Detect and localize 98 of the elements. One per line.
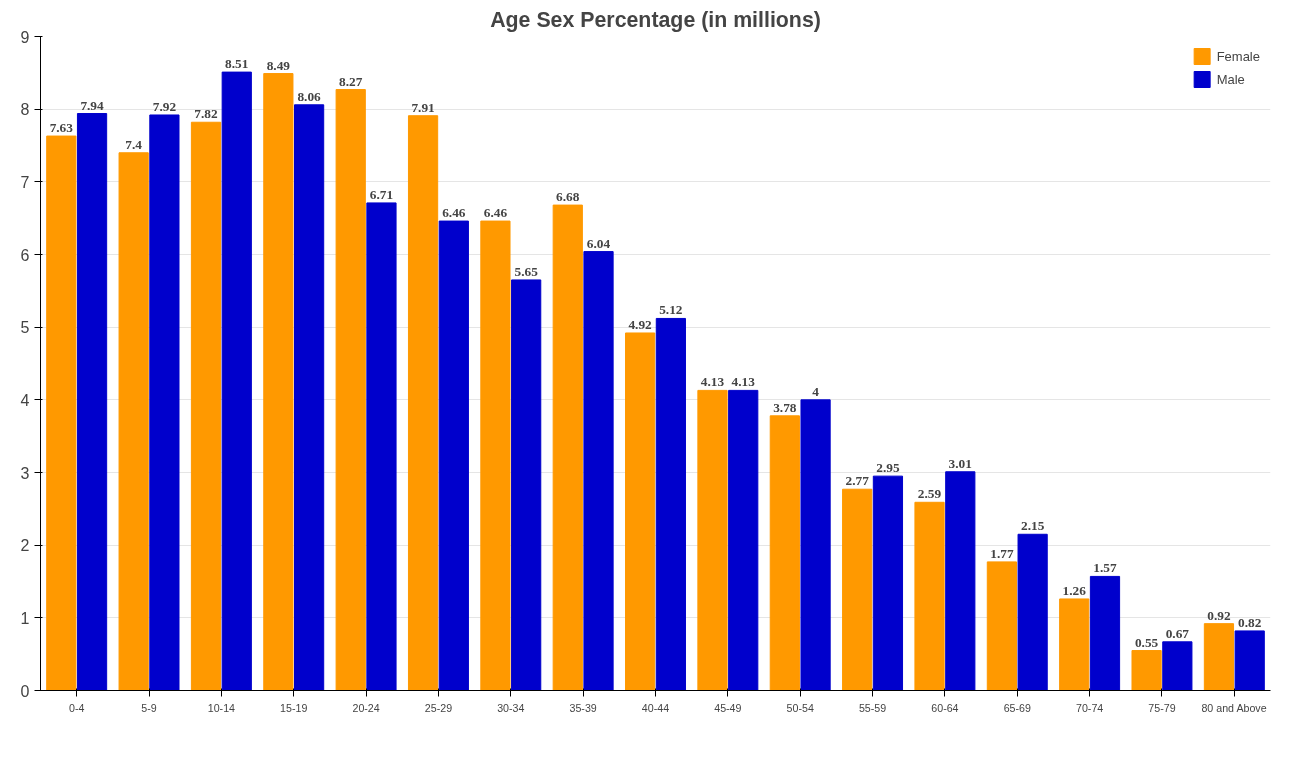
x-tick-label: 55-59: [858, 701, 887, 714]
data-label: 0.67: [1165, 625, 1190, 641]
y-tick-label: 1: [20, 609, 30, 627]
bar: [914, 501, 945, 691]
bar: [769, 415, 800, 691]
data-label: 2.95: [876, 460, 900, 476]
x-tick-label: 25-29: [424, 701, 453, 714]
data-label: 7.94: [80, 97, 105, 113]
y-tick-label: 4: [20, 391, 30, 409]
bar: [697, 389, 728, 691]
data-label: 1.57: [1093, 560, 1117, 576]
bar: [438, 220, 469, 691]
x-tick-label: 0-4: [68, 701, 85, 714]
legend-label: Female: [1216, 48, 1260, 64]
data-label: 4.13: [731, 374, 756, 390]
data-label: 2.15: [1020, 518, 1045, 534]
x-tick-label: 50-54: [786, 701, 814, 714]
chart-title: Age Sex Percentage (in millions): [490, 7, 821, 32]
data-label: 7.63: [49, 120, 74, 136]
x-tick-label: 75-79: [1148, 701, 1176, 714]
data-label: 0.55: [1134, 634, 1159, 650]
bar: [728, 389, 759, 691]
data-label: 8.06: [297, 88, 322, 104]
bar: [366, 202, 397, 691]
bar: [552, 204, 583, 691]
x-tick-label: 40-44: [641, 701, 670, 714]
y-tick-label: 5: [20, 319, 30, 337]
data-label: 8.51: [225, 56, 249, 72]
bar: [480, 220, 511, 691]
data-label: 1.26: [1062, 582, 1087, 598]
data-label: 7.91: [411, 99, 435, 115]
data-label: 7.82: [194, 106, 219, 122]
x-tick-label: 15-19: [280, 701, 308, 714]
data-label: 4.13: [700, 374, 725, 390]
bar: [1234, 630, 1265, 691]
y-tick-label: 3: [20, 464, 30, 482]
legend-label: Male: [1216, 71, 1245, 87]
data-label: 6.46: [442, 205, 466, 221]
bar: [76, 113, 108, 691]
bar: [1131, 650, 1162, 691]
bar: [221, 71, 252, 691]
bar: [294, 104, 325, 691]
bar: [190, 121, 222, 691]
data-label: 2.77: [845, 473, 870, 489]
bar: [800, 399, 831, 691]
data-label: 6.71: [369, 186, 394, 202]
data-label: 6.04: [586, 235, 611, 251]
y-tick-label: 8: [20, 101, 30, 119]
data-label: 1.77: [990, 545, 1014, 561]
bar: [872, 475, 904, 691]
bar: [1162, 641, 1193, 691]
y-tick-label: 9: [20, 28, 30, 46]
y-tick-label: 0: [20, 682, 30, 700]
x-tick-label: 70-74: [1075, 701, 1104, 714]
x-tick-label: 20-24: [352, 701, 380, 714]
y-tick-label: 6: [20, 246, 30, 264]
data-label: 5.65: [514, 263, 539, 279]
data-label: 7.92: [152, 98, 177, 114]
bar: [583, 251, 614, 691]
bar: [1089, 575, 1121, 691]
x-tick-label: 80 and Above: [1201, 701, 1267, 714]
data-label: 0.82: [1238, 614, 1262, 630]
bar: [118, 152, 149, 691]
data-label: 7.4: [125, 136, 143, 152]
x-tick-label: 35-39: [569, 701, 597, 714]
bar: [945, 471, 976, 691]
data-label: 3.78: [773, 399, 797, 415]
bar: [149, 114, 180, 691]
bar: [655, 317, 686, 691]
x-tick-label: 45-49: [714, 701, 742, 714]
bar: [1203, 623, 1235, 691]
data-label: 5.12: [659, 302, 683, 318]
bar: [986, 561, 1017, 691]
data-label: 3.01: [948, 455, 972, 471]
bar: [625, 332, 656, 691]
x-tick-label: 30-34: [497, 701, 525, 714]
bar: [46, 135, 77, 691]
x-tick-label: 65-69: [1003, 701, 1031, 714]
bar: [335, 89, 366, 691]
y-tick-label: 7: [20, 173, 30, 191]
bar: [407, 115, 439, 691]
x-tick-label: 10-14: [207, 701, 236, 714]
data-label: 6.68: [556, 189, 580, 205]
data-label: 8.49: [266, 57, 291, 73]
bar: [1059, 598, 1090, 691]
bar: [263, 73, 294, 691]
data-label: 4.92: [628, 316, 653, 332]
data-label: 8.27: [339, 73, 363, 89]
data-label: 4: [812, 383, 820, 399]
bar: [511, 279, 542, 691]
data-label: 0.92: [1207, 607, 1231, 623]
x-tick-label: 5-9: [141, 701, 157, 714]
bar: [1017, 533, 1048, 691]
x-tick-label: 60-64: [931, 701, 959, 714]
y-tick-label: 2: [20, 537, 30, 555]
data-label: 2.59: [917, 486, 942, 502]
bar: [842, 488, 873, 691]
data-label: 6.46: [483, 205, 508, 221]
